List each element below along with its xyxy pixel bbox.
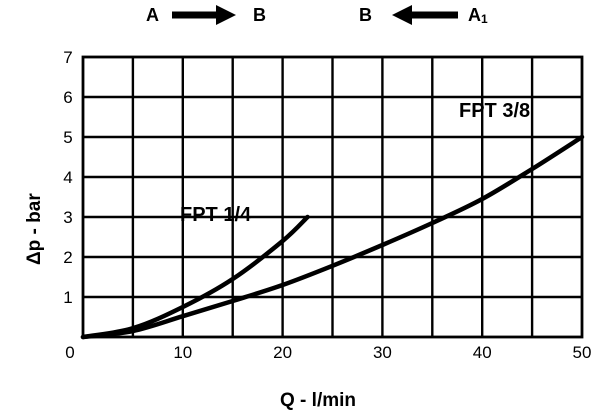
- y-tick-label: 3: [63, 208, 72, 227]
- plot-area: [81, 55, 584, 339]
- y-axis-label: Δp - bar: [24, 193, 45, 265]
- y-tick-label: 4: [63, 168, 72, 187]
- flow-direction-right: B A1: [359, 5, 488, 26]
- tick-labels: 0 10 20 30 40 50 1 2 3 4 5 6 7: [63, 48, 591, 362]
- series-line-fpt-1-4: [80, 214, 310, 340]
- flow-right-from-sub: 1: [481, 12, 488, 26]
- arrow-right-icon: [216, 5, 236, 25]
- x-tick-label: 50: [573, 343, 592, 362]
- flow-right-from-label: A1: [468, 5, 488, 26]
- flow-left-from-label: A: [146, 5, 159, 25]
- x-tick-label: 40: [473, 343, 492, 362]
- y-axis-label-rest: p - bar: [24, 193, 45, 252]
- flow-left-to-label: B: [253, 5, 266, 25]
- y-tick-label: 2: [63, 248, 72, 267]
- flow-right-to-label: B: [359, 5, 372, 25]
- flow-right-from-base: A: [468, 5, 481, 25]
- flow-direction-left: A B: [146, 5, 266, 25]
- x-tick-label: 20: [273, 343, 292, 362]
- y-axis-label-symbol: Δ: [24, 251, 45, 265]
- series-label-fpt-3-8: FPT 3/8: [459, 100, 530, 122]
- y-tick-label: 7: [63, 48, 72, 67]
- x-tick-label: 10: [173, 343, 192, 362]
- series-label-fpt-1-4: FPT 1/4: [180, 204, 252, 226]
- x-tick-label: 0: [65, 343, 74, 362]
- series-curves: [80, 134, 585, 340]
- y-tick-label: 5: [63, 128, 72, 147]
- arrow-left-icon: [392, 5, 412, 25]
- x-tick-label: 30: [373, 343, 392, 362]
- series-line-fpt-3-8: [80, 134, 585, 340]
- y-tick-label: 1: [63, 288, 72, 307]
- y-tick-label: 6: [63, 88, 72, 107]
- x-axis-label: Q - l/min: [280, 390, 356, 411]
